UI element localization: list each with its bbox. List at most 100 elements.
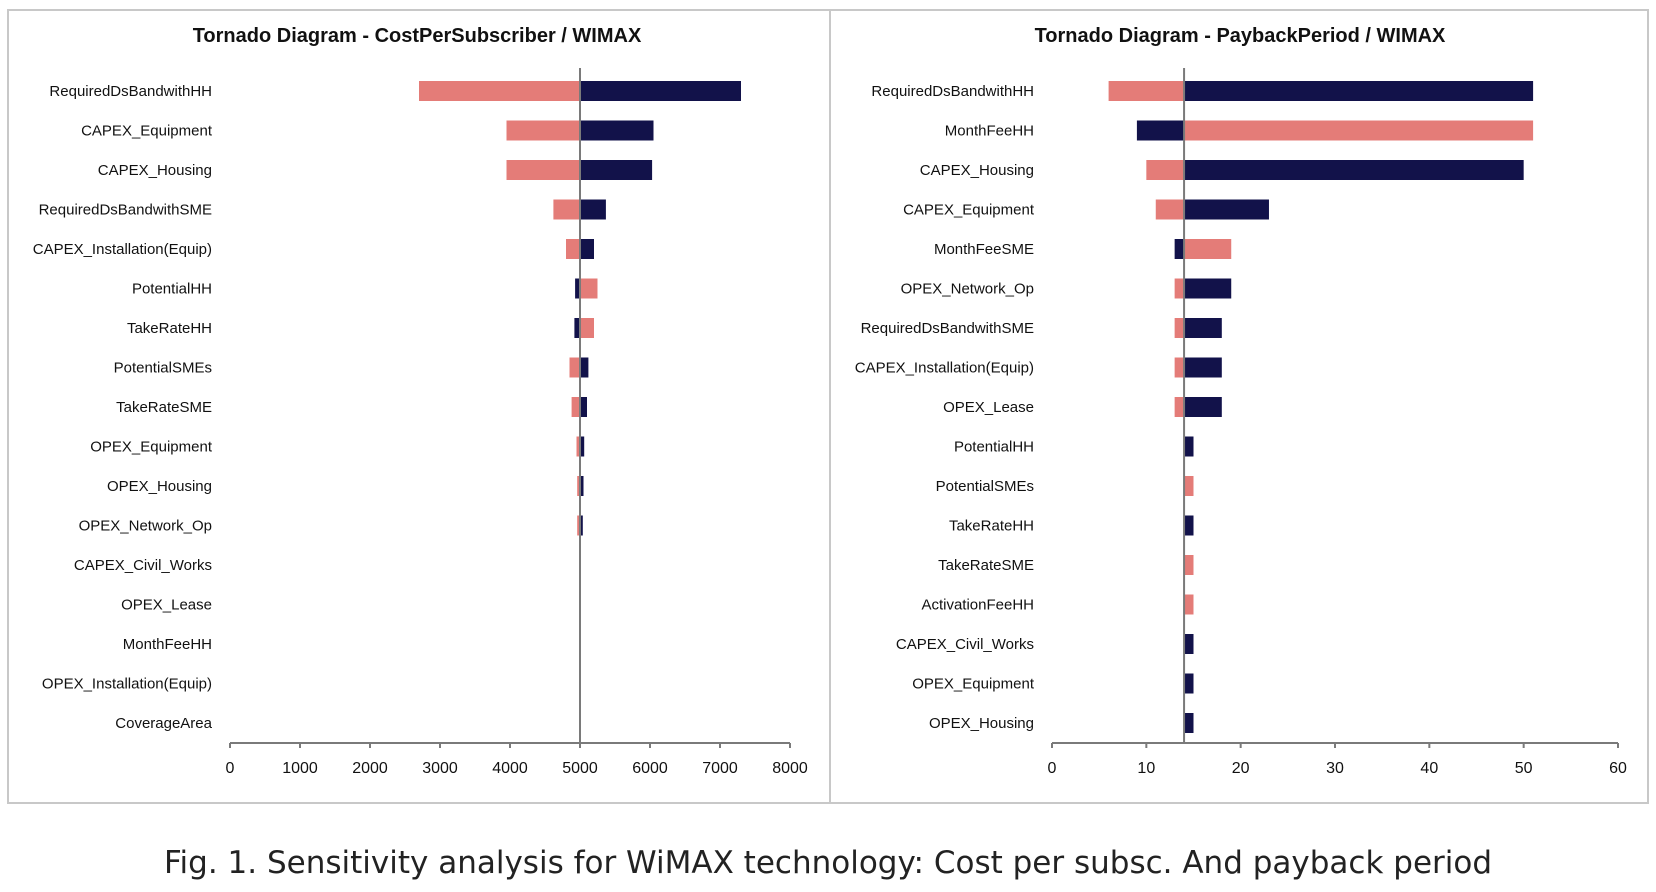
category-label: RequiredDsBandwithHH (49, 83, 212, 100)
bar-low (569, 357, 580, 378)
bar-high (575, 278, 580, 299)
figure-caption: Fig. 1. Sensitivity analysis for WiMAX t… (163, 845, 1493, 881)
category-label: PotentialSMEs (114, 360, 212, 377)
category-label: TakeRateSME (938, 557, 1034, 574)
x-tick-label: 60 (1609, 760, 1627, 777)
x-tick-label: 2000 (352, 760, 388, 777)
x-axis-ticks: 0 10 20 30 40 50 60 (1048, 743, 1627, 777)
bar-low (1174, 357, 1185, 378)
category-label: PotentialHH (132, 281, 212, 298)
panel-frame (7, 9, 831, 804)
x-tick-label: 5000 (562, 760, 598, 777)
category-label: TakeRateHH (949, 518, 1034, 535)
bar-high (1184, 357, 1222, 378)
x-tick-label: 50 (1515, 760, 1533, 777)
category-label: OPEX_Housing (929, 715, 1034, 732)
bar-high (580, 239, 594, 259)
bar-low (1174, 278, 1185, 299)
category-label: ActivationFeeHH (921, 597, 1034, 614)
category-label: OPEX_Equipment (90, 439, 213, 456)
category-label: MonthFeeHH (945, 123, 1034, 140)
x-tick-label: 8000 (772, 760, 808, 777)
bar-high (1174, 239, 1185, 259)
bar-low (1184, 120, 1534, 141)
x-tick-label: 10 (1137, 760, 1155, 777)
category-label: CAPEX_Installation(Equip) (855, 360, 1034, 377)
bar-low (1184, 239, 1232, 259)
bar-low (1108, 81, 1185, 101)
bar-low (577, 515, 580, 536)
category-label: RequiredDsBandwithHH (871, 83, 1034, 100)
category-label: CAPEX_Housing (920, 162, 1034, 179)
bars-group (1108, 81, 1534, 733)
category-label: OPEX_Network_Op (901, 281, 1034, 298)
bar-high (580, 397, 587, 417)
bar-low (1174, 318, 1185, 338)
x-tick-label: 1000 (282, 760, 318, 777)
category-label: OPEX_Housing (107, 478, 212, 495)
bar-low (571, 397, 580, 417)
bar-low (553, 199, 580, 220)
bar-high (1184, 436, 1194, 457)
bar-high (580, 199, 606, 220)
x-tick-label: 7000 (702, 760, 738, 777)
bar-low (1184, 476, 1194, 496)
chart-title: Tornado Diagram - PaybackPeriod / WIMAX (1035, 25, 1446, 47)
bar-high (1184, 634, 1194, 654)
bar-high (580, 436, 585, 457)
category-label: OPEX_Network_Op (79, 518, 212, 535)
bar-low (506, 160, 580, 180)
bar-high (574, 318, 580, 338)
bar-high (1184, 160, 1524, 180)
chart-title: Tornado Diagram - CostPerSubscriber / WI… (193, 25, 642, 47)
category-label: CAPEX_Housing (98, 162, 212, 179)
category-label: CAPEX_Equipment (903, 202, 1035, 219)
x-axis-ticks: 0 1000 2000 3000 4000 5000 6000 7000 8000 (226, 743, 808, 777)
category-label: MonthFeeSME (934, 241, 1034, 258)
category-label: OPEX_Lease (121, 597, 212, 614)
bar-low (419, 81, 580, 101)
category-label: PotentialHH (954, 439, 1034, 456)
category-label: MonthFeeHH (123, 636, 212, 653)
category-label: CAPEX_Civil_Works (896, 636, 1034, 653)
category-label: OPEX_Installation(Equip) (42, 676, 212, 693)
bar-high (580, 515, 583, 536)
bar-high (580, 120, 654, 141)
bar-high (580, 357, 589, 378)
category-label: CAPEX_Equipment (81, 123, 213, 140)
bar-high (1184, 278, 1232, 299)
bar-low (1184, 555, 1194, 575)
x-tick-label: 0 (1048, 760, 1057, 777)
bar-high (1184, 515, 1194, 536)
bar-high (1184, 397, 1222, 417)
bar-low (566, 239, 580, 259)
x-tick-label: 3000 (422, 760, 458, 777)
bar-high (580, 81, 741, 101)
bar-high (1136, 120, 1185, 141)
chart-panel-payback-period: Tornado Diagram - PaybackPeriod / WIMAX … (829, 9, 1649, 804)
bar-high (1184, 318, 1222, 338)
bar-low (1184, 594, 1194, 615)
category-label: OPEX_Lease (943, 399, 1034, 416)
category-labels: RequiredDsBandwithHH MonthFeeHH CAPEX_Hous… (855, 83, 1035, 732)
category-labels: RequiredDsBandwithHH CAPEX_Equipment CAPEX… (33, 83, 213, 732)
x-tick-label: 6000 (632, 760, 668, 777)
bar-low (576, 436, 580, 457)
bar-low (1155, 199, 1185, 220)
x-tick-label: 30 (1326, 760, 1344, 777)
category-label: TakeRateHH (127, 320, 212, 337)
x-tick-label: 40 (1420, 760, 1438, 777)
bar-high (1184, 199, 1269, 220)
category-label: CAPEX_Civil_Works (74, 557, 212, 574)
bar-high (1184, 713, 1194, 733)
x-tick-label: 20 (1232, 760, 1250, 777)
bars-group (419, 81, 741, 536)
figure: Tornado Diagram - CostPerSubscriber / WI… (7, 9, 1649, 804)
bar-low (1174, 397, 1185, 417)
bar-low (577, 476, 580, 496)
category-label: PotentialSMEs (936, 478, 1034, 495)
category-label: CAPEX_Installation(Equip) (33, 241, 212, 258)
category-label: TakeRateSME (116, 399, 212, 416)
panel-frame (829, 9, 1649, 804)
x-tick-label: 4000 (492, 760, 528, 777)
